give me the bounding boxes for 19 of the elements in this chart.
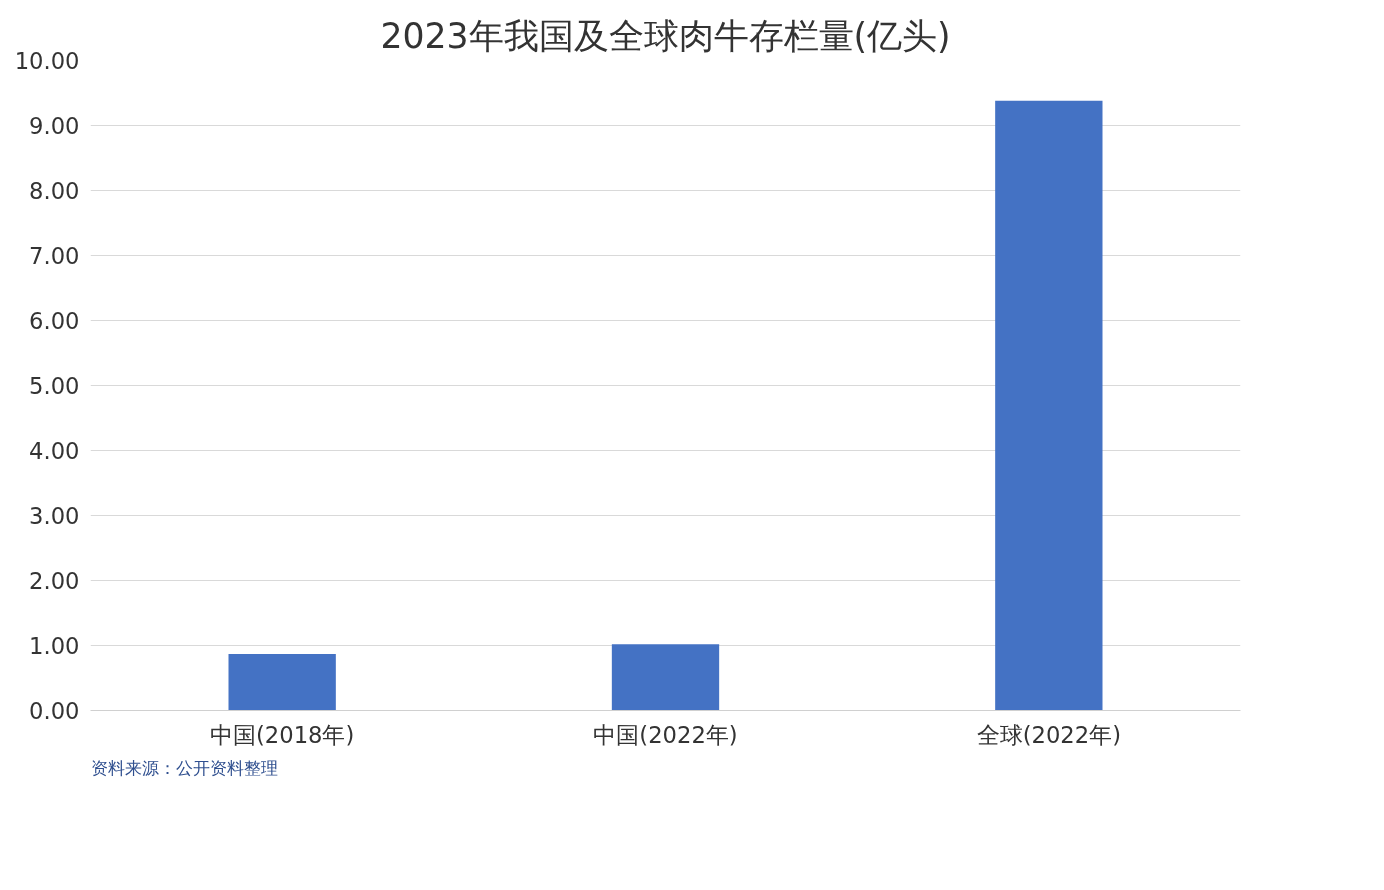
x-tick-label: 中国(2022年)	[593, 721, 738, 748]
bar	[995, 100, 1103, 711]
x-tick-label: 中国(2018年)	[210, 721, 355, 748]
y-tick-label: 1.00	[29, 633, 80, 659]
y-tick-label: 9.00	[29, 113, 80, 139]
y-tick-label: 5.00	[29, 373, 80, 399]
x-tick-label: 全球(2022年)	[976, 721, 1122, 748]
y-tick-label: 3.00	[29, 503, 80, 529]
y-tick-label: 2.00	[29, 568, 80, 594]
bar	[611, 644, 720, 711]
y-tick-label: 10.00	[14, 48, 80, 74]
y-tick-label: 8.00	[29, 178, 80, 204]
y-tick-label: 4.00	[29, 438, 80, 464]
y-tick-label: 0.00	[29, 698, 80, 724]
bar	[228, 653, 336, 711]
y-tick-label: 7.00	[29, 243, 80, 269]
y-tick-label: 6.00	[29, 308, 80, 334]
text: 资料来源：公开资料整理	[90, 757, 278, 778]
chart-title: 2023年我国及全球肉牛存栏量(亿头)	[380, 15, 951, 56]
